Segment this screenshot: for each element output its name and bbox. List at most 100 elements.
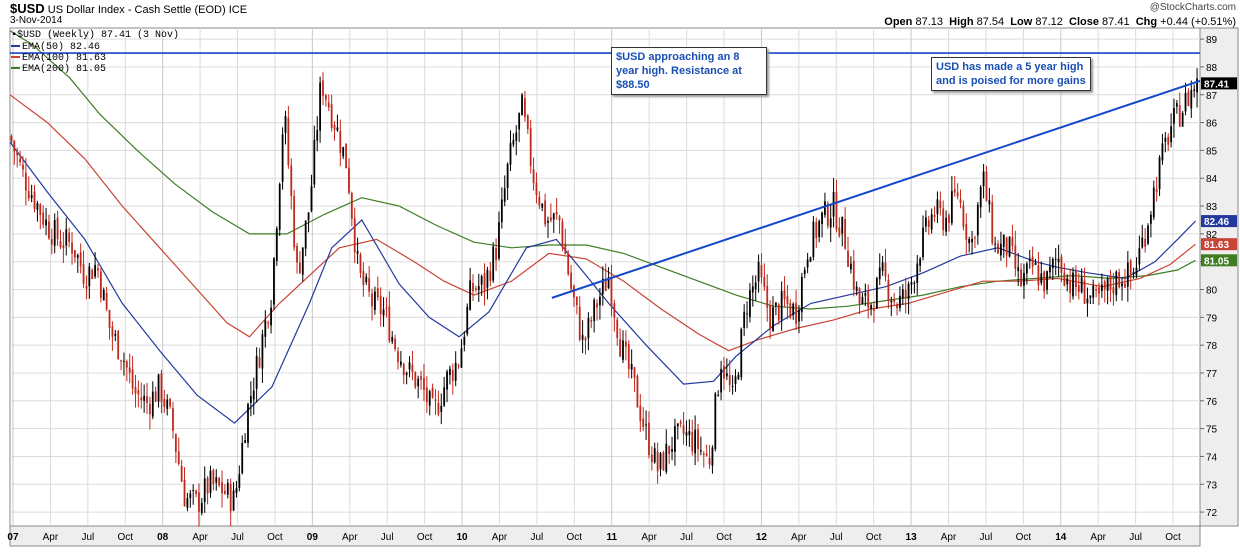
price-bar-body <box>10 136 13 142</box>
price-bar-body <box>893 299 896 302</box>
price-bar-body <box>1008 236 1011 257</box>
price-bar-body <box>275 228 278 261</box>
price-bar-body <box>777 304 780 321</box>
price-bar-body <box>218 478 221 486</box>
price-bar-body <box>1106 278 1109 291</box>
price-bar-body <box>541 203 544 208</box>
price-bar-body <box>997 243 999 254</box>
price-bar-body <box>601 278 604 295</box>
price-bar-body <box>359 254 362 273</box>
price-bar-body <box>844 218 847 249</box>
price-bar-body <box>650 454 653 463</box>
plot-background <box>9 27 1201 527</box>
price-bar-body <box>140 397 143 401</box>
price-bar-body <box>702 453 705 455</box>
chart-date: 3-Nov-2014 <box>10 15 63 26</box>
price-bar-body <box>39 204 42 216</box>
price-bar-body <box>547 220 549 223</box>
price-bar-body <box>24 172 27 191</box>
price-bar-body <box>258 357 261 368</box>
price-bar-body <box>238 474 241 489</box>
ema100-axis-label-box <box>1201 238 1237 251</box>
price-bar-body <box>979 186 982 208</box>
price-bar-body <box>348 167 350 193</box>
price-bar-body <box>945 217 947 232</box>
price-bar-body <box>203 478 206 503</box>
price-bar-body <box>555 211 558 215</box>
price-bar-body <box>105 292 108 310</box>
x-tick-label-Apr: Apr <box>641 532 657 543</box>
x-axis-background <box>9 525 1201 547</box>
price-bar-body <box>1161 143 1164 161</box>
price-bar-body <box>85 286 88 289</box>
price-bar-body <box>1000 243 1002 256</box>
x-tick-label-Oct: Oct <box>417 532 433 543</box>
price-bar-body <box>587 317 590 339</box>
price-bar-body <box>711 447 714 466</box>
price-bar-body <box>270 307 272 326</box>
ema50-axis-label: 82.46 <box>1204 217 1229 228</box>
watermark: @StockCharts.com <box>1149 2 1236 13</box>
last-price-label-box <box>1201 77 1237 90</box>
price-bar-body <box>241 442 244 474</box>
price-bar-body <box>446 371 448 390</box>
price-bar-body <box>570 272 572 289</box>
x-tick-label-Oct: Oct <box>866 532 882 543</box>
y-tick-label-86: 86 <box>1206 119 1218 130</box>
price-bar-body <box>411 364 414 373</box>
y-tick-label-80: 80 <box>1206 286 1218 297</box>
price-bar-body <box>824 201 826 215</box>
y-tick-label-84: 84 <box>1206 174 1218 185</box>
price-bar-body <box>431 387 434 398</box>
price-bar-body <box>333 124 336 130</box>
legend-price: ▪$USD (Weekly) 87.41 (3 Nov) <box>11 30 180 41</box>
price-bar-body <box>847 250 849 267</box>
price-bar-body <box>425 387 428 403</box>
price-bar-body <box>495 248 497 261</box>
y-tick-label-76: 76 <box>1206 397 1218 408</box>
chart-title: $USD US Dollar Index - Cash Settle (EOD)… <box>10 1 247 16</box>
price-bar-body <box>691 431 694 452</box>
price-bar-body <box>760 265 763 278</box>
price-bar-body <box>679 421 682 424</box>
legend-ema50: EMA(50) 82.46 <box>11 42 100 53</box>
price-bar-body <box>71 242 73 254</box>
price-bar-body <box>146 396 148 403</box>
price-bar-body <box>950 191 953 224</box>
price-bar-body <box>457 365 460 367</box>
price-bar-body <box>861 296 864 305</box>
price-bar-body <box>829 218 832 228</box>
price-bar-body <box>590 319 593 322</box>
ohlc-readout: Open 87.13 High 87.54 Low 87.12 Close 87… <box>884 16 1236 28</box>
price-bar-body <box>336 127 339 131</box>
price-bar-body <box>529 128 532 167</box>
price-bar-body <box>890 300 893 303</box>
price-bar-body <box>616 319 619 339</box>
price-bar-body <box>774 302 777 306</box>
x-tick-label-09: 09 <box>307 532 319 543</box>
price-bar-body <box>16 151 19 156</box>
last-price-label: 87.41 <box>1204 79 1229 90</box>
price-bar-body <box>385 307 388 309</box>
price-bar-body <box>420 376 422 380</box>
price-bar-body <box>757 261 760 282</box>
y-tick-label-83: 83 <box>1206 202 1218 213</box>
price-bar-body <box>812 221 815 258</box>
price-bar-body <box>65 229 68 246</box>
price-bar-body <box>79 252 82 267</box>
exchange: ICE <box>228 4 248 16</box>
x-tick-label-Jul: Jul <box>381 532 394 543</box>
price-bar-body <box>1121 283 1123 287</box>
price-bar-body <box>489 270 492 281</box>
price-bar-body <box>535 182 538 196</box>
price-bar-body <box>428 391 431 406</box>
price-bar-body <box>434 399 437 401</box>
price-bar-body <box>1115 271 1118 296</box>
price-bar-body <box>273 258 275 305</box>
open-label: Open <box>884 16 913 28</box>
price-bar-body <box>36 203 39 210</box>
price-bar-body <box>1083 280 1086 304</box>
y-tick-label-79: 79 <box>1206 313 1218 324</box>
price-bar-body <box>1034 262 1037 266</box>
